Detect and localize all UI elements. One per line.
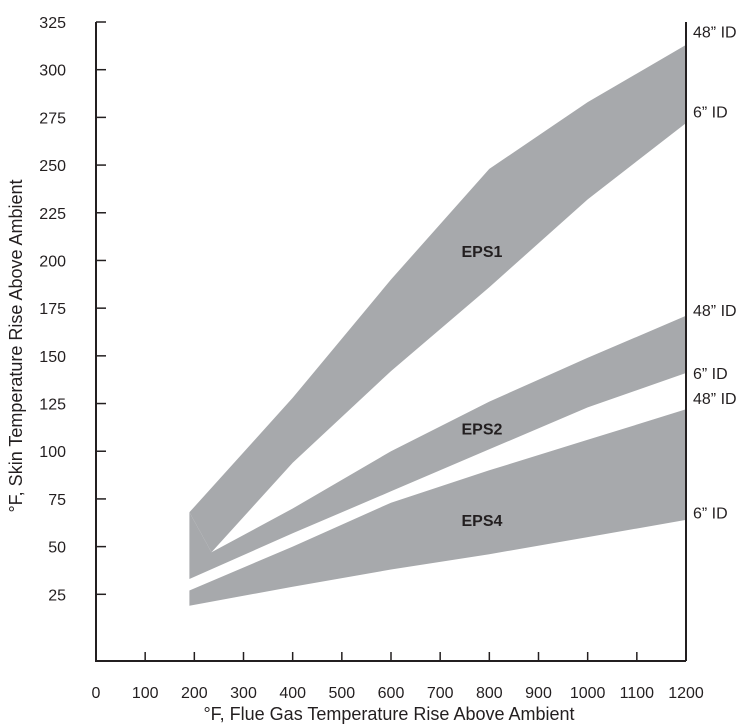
y-tick-label: 175 [39,301,66,318]
x-tick-label: 800 [476,685,503,702]
end-label: 6” ID [693,105,728,122]
x-tick-labels: 0 100 200 300 400 500 600 700 800 900 1000 1100 1200 [92,685,704,702]
end-label: 48” ID [693,303,737,320]
y-tick-label: 100 [39,444,66,461]
band-eps1 [189,44,686,553]
end-label: 6” ID [693,505,728,522]
end-label: 48” ID [693,25,737,42]
x-tick-label: 300 [230,685,257,702]
band-eps2 [189,315,686,579]
x-tick-label: 600 [378,685,405,702]
x-tick-label: 900 [525,685,552,702]
y-tick-label: 225 [39,206,66,223]
axes-layer [95,21,687,662]
x-tick-label: 1200 [668,685,704,702]
x-tick-label: 700 [427,685,454,702]
x-tick-label: 500 [328,685,355,702]
y-tick-label: 275 [39,110,66,127]
band-label-eps4: EPS4 [461,513,502,530]
y-axis-title: °F, Skin Temperature Rise Above Ambient [6,179,26,512]
y-tick-label: 25 [48,587,66,604]
end-label: 48” ID [693,391,737,408]
band-labels: EPS1 EPS2 EPS4 [461,244,502,530]
end-labels: 48” ID 6” ID 48” ID 6” ID 48” ID 6” ID [693,25,737,523]
x-tick-label: 200 [181,685,208,702]
x-tick-label: 1000 [570,685,606,702]
band-eps4 [189,409,686,606]
y-tick-label: 325 [39,15,66,32]
band-label-eps2: EPS2 [461,421,502,438]
y-tick-label: 200 [39,253,66,270]
x-tick-label: 1100 [620,685,655,702]
x-tick-label: 0 [92,685,101,702]
x-tick-label: 100 [132,685,159,702]
bands-layer [189,44,686,606]
y-tick-labels: 25 50 75 100 125 150 175 200 225 250 275 300 325 [39,15,66,604]
end-label: 6” ID [693,366,728,383]
band-label-eps1: EPS1 [461,244,502,261]
y-tick-label: 300 [39,63,66,80]
y-tick-label: 125 [39,397,66,414]
y-tick-label: 50 [48,540,66,557]
y-tick-label: 75 [48,492,66,509]
y-tick-label: 150 [39,349,66,366]
x-tick-label: 400 [279,685,306,702]
y-tick-label: 250 [39,158,66,175]
x-axis-title: °F, Flue Gas Temperature Rise Above Ambi… [203,704,574,724]
